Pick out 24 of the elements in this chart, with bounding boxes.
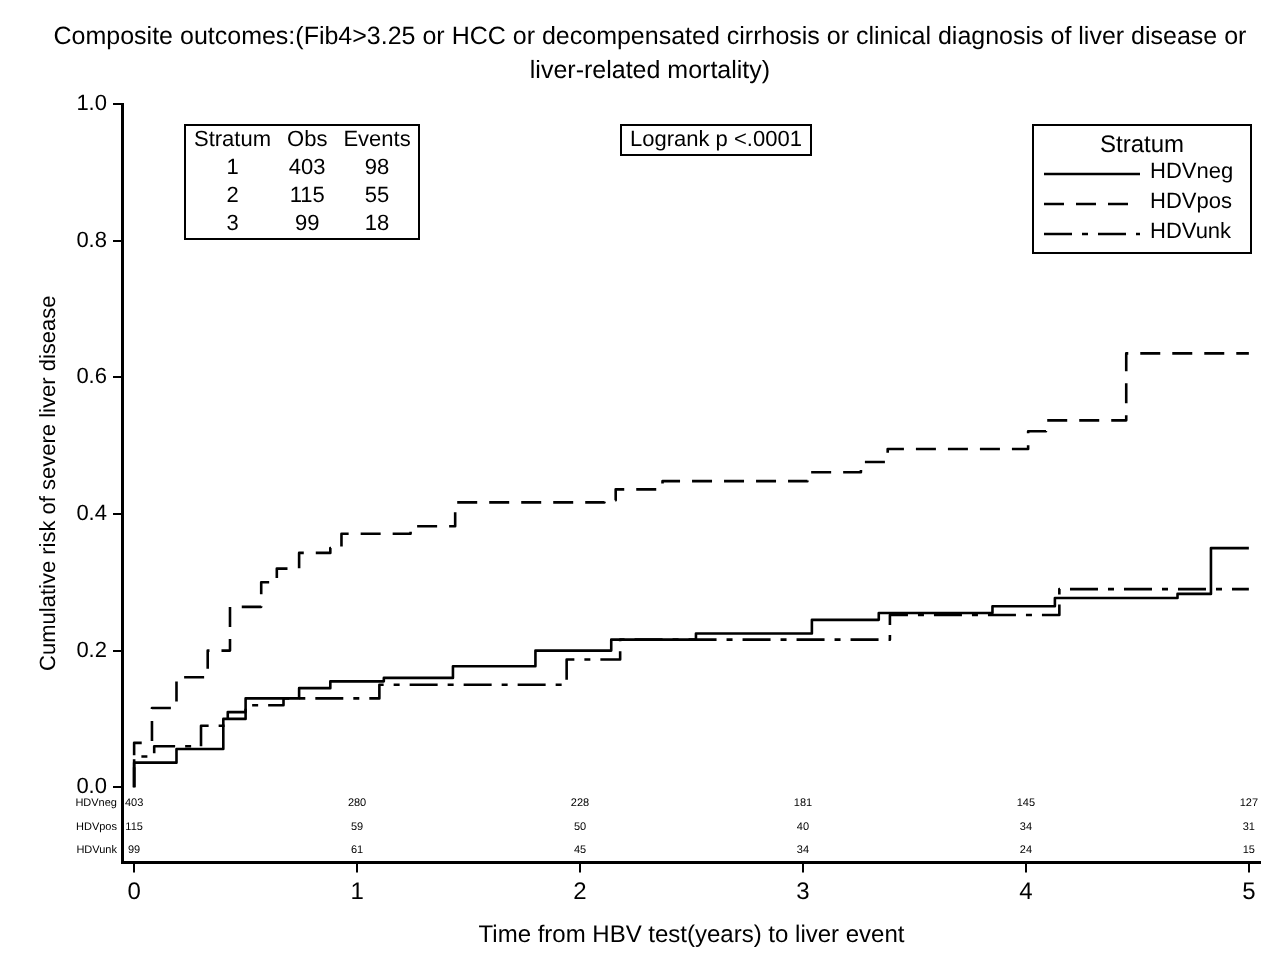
y-tick-label: 0.0: [76, 775, 107, 800]
y-tick-label: 0.2: [76, 638, 107, 663]
text: 2 115 55: [226, 184, 390, 208]
y-axis-title: Cumulative risk of severe liver disease: [37, 295, 62, 671]
y-tick-label: 1.0: [76, 92, 107, 117]
legend-label: HDVunk: [1150, 218, 1232, 248]
x-tick-label: 3: [796, 877, 811, 906]
x-tick-label: 1: [350, 877, 365, 906]
y-tick-label: 0.8: [76, 228, 107, 253]
x-tick-label: 5: [1242, 877, 1257, 906]
legend-title: Stratum: [1097, 130, 1186, 158]
annotation: Stratum Obs Events: [192, 126, 413, 154]
x-tick-label: 2: [573, 877, 588, 906]
x-tick-label: 0: [127, 877, 142, 906]
x-axis-title: Time from HBV test(years) to liver event: [478, 920, 906, 949]
chart-title: Composite outcomes:(Fib4>3.25 or HCC or decompensated cirrhosis or clinical diagnosis of liver disease or liver-related mortality): [51, 20, 1249, 88]
legend-label: HDVneg: [1150, 158, 1234, 188]
y-tick-label: 0.4: [76, 502, 107, 527]
text: 1 403 98: [226, 156, 390, 180]
x-tick-label: 4: [1019, 877, 1034, 906]
annotation: Logrank p <.0001: [620, 124, 812, 156]
legend-label: HDVpos: [1150, 188, 1232, 218]
text: 3 99 18: [226, 212, 390, 236]
y-tick-label: 0.6: [76, 365, 107, 390]
